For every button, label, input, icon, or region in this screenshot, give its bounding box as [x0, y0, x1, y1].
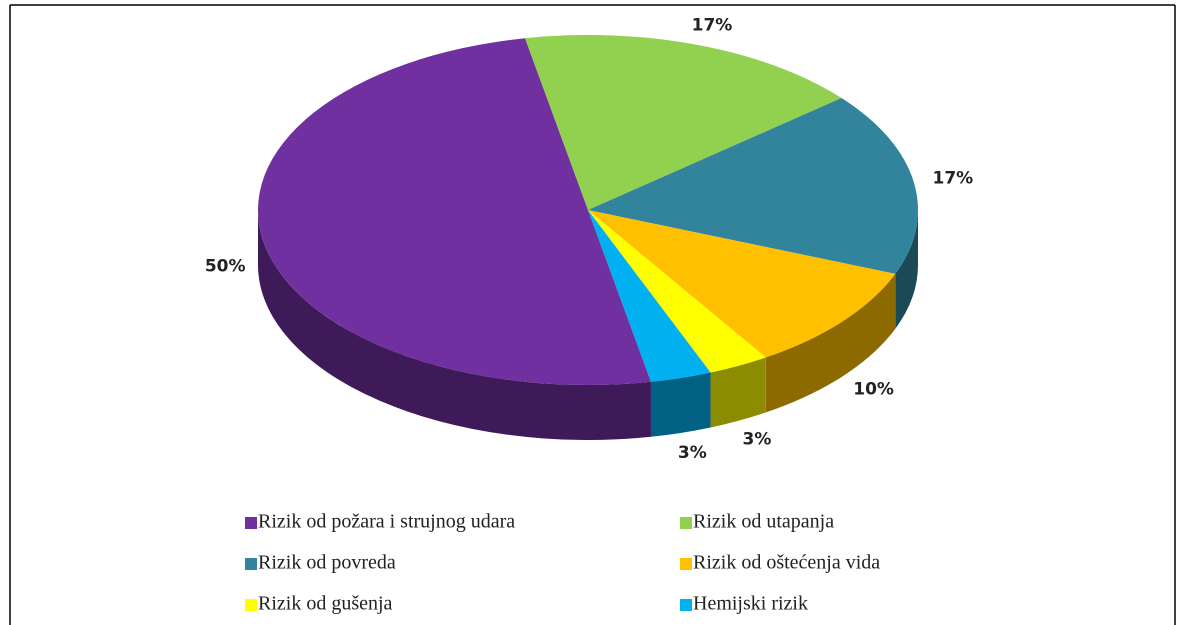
data-labels: 50% 17% 17% 10% 3% 3%: [205, 15, 973, 463]
legend-swatch: [245, 558, 257, 570]
data-label: 3%: [743, 429, 772, 449]
legend-swatch: [680, 599, 692, 611]
slice: [588, 210, 711, 382]
frame: [9, 4, 1176, 625]
pie-sides: [258, 210, 918, 440]
data-label: 10%: [853, 379, 894, 399]
slice-side: [895, 210, 918, 329]
legend-label: Rizik od gušenja: [258, 593, 393, 615]
slice: [588, 210, 766, 373]
legend: Rizik od požara i strujnog udara Rizik od…: [245, 511, 880, 615]
data-label: 3%: [678, 443, 707, 463]
legend-swatch: [680, 558, 692, 570]
slice: [588, 210, 896, 358]
pie-tops: [257, 35, 918, 386]
slice-side: [765, 273, 896, 413]
legend-label: Rizik od povreda: [258, 552, 396, 574]
slice: [525, 35, 842, 211]
slice-side: [258, 210, 651, 440]
slice-side: [710, 357, 766, 428]
legend-label: Rizik od požara i strujnog udara: [258, 511, 515, 533]
slice-side: [650, 372, 711, 437]
legend-label: Rizik od oštećenja vida: [693, 552, 880, 574]
slice: [588, 97, 918, 274]
slice: [257, 38, 651, 386]
legend-swatch: [680, 517, 692, 529]
data-label: 17%: [932, 169, 973, 189]
legend-swatch: [245, 517, 257, 529]
legend-label: Hemijski rizik: [693, 593, 808, 615]
data-label: 17%: [692, 15, 733, 35]
data-label: 50%: [205, 256, 246, 276]
legend-label: Rizik od utapanja: [693, 511, 834, 533]
legend-swatch: [245, 599, 257, 611]
